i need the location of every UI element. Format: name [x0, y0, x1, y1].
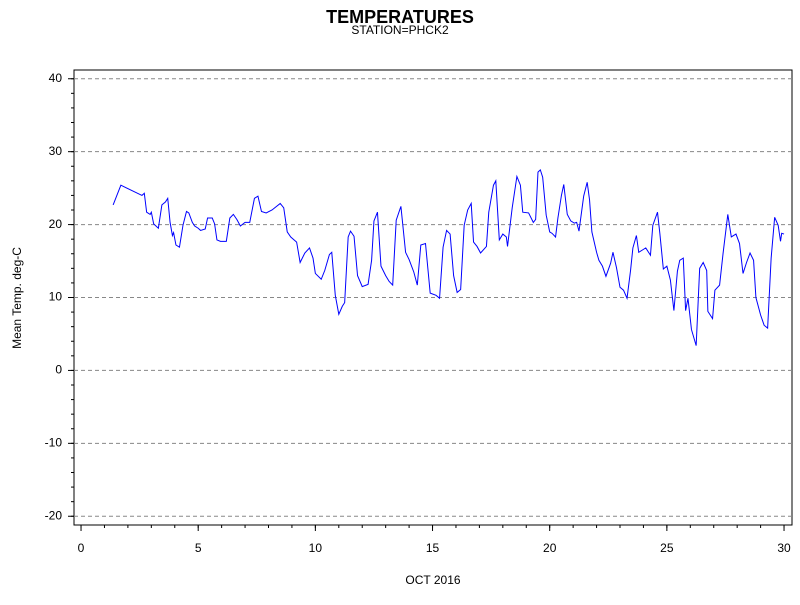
x-tick-label: 15 [426, 541, 440, 555]
x-tick-label: 30 [777, 541, 791, 555]
y-tick-label: 20 [49, 217, 63, 231]
y-tick-label: 10 [49, 290, 63, 304]
y-tick-label: -10 [45, 436, 63, 450]
line-series [112, 168, 785, 346]
y-axis-label: Mean Temp. deg-C [10, 247, 24, 349]
x-axis-label: OCT 2016 [405, 573, 460, 587]
y-tick-label: 0 [55, 363, 62, 377]
x-tick-label: 10 [309, 541, 323, 555]
y-tick-label: -20 [45, 508, 63, 522]
x-tick-label: 20 [543, 541, 557, 555]
x-tick-label: 25 [660, 541, 674, 555]
y-tick-label: 40 [49, 71, 63, 85]
x-tick-label: 5 [195, 541, 202, 555]
x-tick-label: 0 [78, 541, 85, 555]
y-tick-label: 30 [49, 144, 63, 158]
chart-title: TEMPERATURES [326, 7, 474, 27]
chart-subtitle: STATION=PHCK2 [351, 23, 449, 37]
